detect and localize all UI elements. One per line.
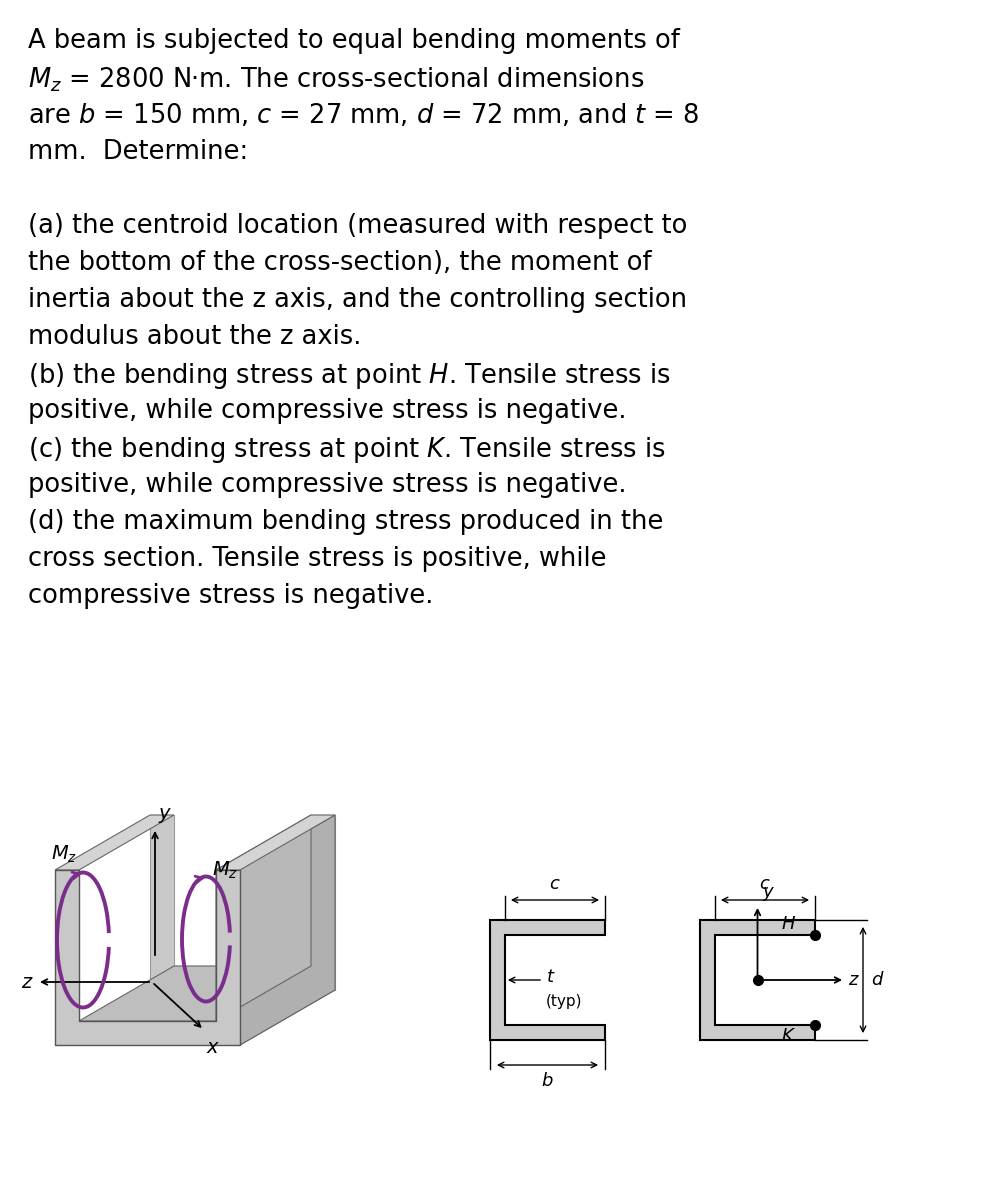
Text: $M_z$ = 2800 N·m. The cross-sectional dimensions: $M_z$ = 2800 N·m. The cross-sectional di…: [28, 65, 644, 94]
Text: modulus about the z axis.: modulus about the z axis.: [28, 324, 361, 350]
Text: $K$: $K$: [781, 1027, 796, 1045]
Polygon shape: [55, 870, 240, 1045]
Text: $M_z$: $M_z$: [51, 844, 77, 865]
Text: positive, while compressive stress is negative.: positive, while compressive stress is ne…: [28, 398, 626, 424]
Text: $M_z$: $M_z$: [212, 859, 238, 881]
Text: compressive stress is negative.: compressive stress is negative.: [28, 583, 433, 608]
Polygon shape: [216, 815, 335, 870]
Text: $z$: $z$: [848, 971, 860, 989]
Polygon shape: [216, 815, 311, 1021]
Text: (c) the bending stress at point $K$. Tensile stress is: (c) the bending stress at point $K$. Ten…: [28, 434, 666, 464]
Text: positive, while compressive stress is negative.: positive, while compressive stress is ne…: [28, 472, 626, 498]
Text: $b$: $b$: [541, 1072, 554, 1090]
Text: $d$: $d$: [871, 971, 885, 989]
Text: $y$: $y$: [158, 806, 172, 826]
Polygon shape: [55, 815, 174, 870]
Polygon shape: [150, 815, 335, 990]
Text: cross section. Tensile stress is positive, while: cross section. Tensile stress is positiv…: [28, 546, 606, 572]
Text: (typ): (typ): [546, 994, 582, 1009]
Polygon shape: [55, 990, 335, 1045]
Text: $z$: $z$: [21, 972, 34, 991]
Polygon shape: [700, 920, 815, 1040]
Polygon shape: [240, 815, 335, 1045]
Text: $y$: $y$: [762, 886, 775, 902]
Text: the bottom of the cross-section), the moment of: the bottom of the cross-section), the mo…: [28, 250, 652, 276]
Text: are $b$ = 150 mm, $c$ = 27 mm, $d$ = 72 mm, and $t$ = 8: are $b$ = 150 mm, $c$ = 27 mm, $d$ = 72 …: [28, 102, 699, 128]
Text: $c$: $c$: [549, 875, 561, 893]
Text: (b) the bending stress at point $H$. Tensile stress is: (b) the bending stress at point $H$. Ten…: [28, 361, 670, 391]
Text: $c$: $c$: [759, 875, 771, 893]
Text: (a) the centroid location (measured with respect to: (a) the centroid location (measured with…: [28, 214, 687, 239]
Polygon shape: [490, 920, 605, 1040]
Text: inertia about the z axis, and the controlling section: inertia about the z axis, and the contro…: [28, 287, 687, 313]
Text: (d) the maximum bending stress produced in the: (d) the maximum bending stress produced …: [28, 509, 663, 535]
Text: A beam is subjected to equal bending moments of: A beam is subjected to equal bending mom…: [28, 28, 680, 54]
Text: mm.  Determine:: mm. Determine:: [28, 139, 248, 164]
Text: $t$: $t$: [546, 968, 556, 986]
Text: $x$: $x$: [206, 1038, 220, 1057]
Text: $H$: $H$: [781, 914, 796, 934]
Polygon shape: [79, 966, 311, 1021]
